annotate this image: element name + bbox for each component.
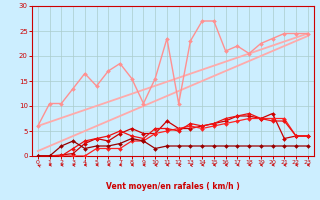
- X-axis label: Vent moyen/en rafales ( km/h ): Vent moyen/en rafales ( km/h ): [106, 182, 240, 191]
